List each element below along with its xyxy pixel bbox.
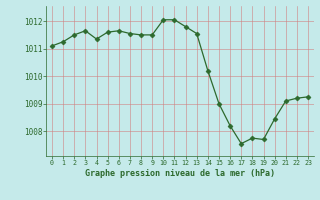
X-axis label: Graphe pression niveau de la mer (hPa): Graphe pression niveau de la mer (hPa)	[85, 169, 275, 178]
